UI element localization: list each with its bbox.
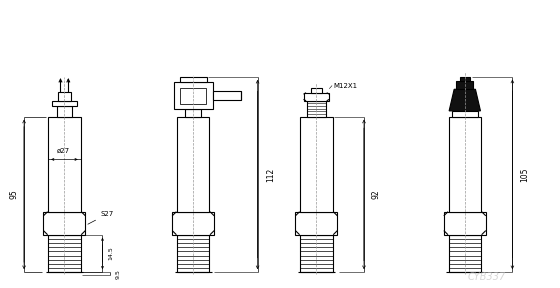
Text: 9.5: 9.5	[115, 269, 120, 278]
Bar	[296, 212, 337, 235]
Text: 92: 92	[372, 190, 381, 199]
Text: 112: 112	[266, 167, 275, 182]
Bar	[52, 101, 77, 106]
Bar	[174, 82, 213, 109]
Text: 95: 95	[10, 190, 18, 199]
Bar	[180, 88, 206, 104]
Bar	[449, 117, 481, 212]
Bar	[180, 77, 207, 82]
Bar	[44, 212, 85, 235]
Bar	[456, 81, 473, 89]
Bar	[449, 235, 481, 272]
Bar	[300, 117, 333, 212]
Text: 105: 105	[520, 167, 529, 182]
Bar	[307, 101, 326, 117]
Bar	[452, 111, 478, 117]
Bar	[57, 106, 72, 117]
Bar	[304, 93, 329, 101]
Text: S27: S27	[88, 211, 114, 224]
Text: 14.5: 14.5	[108, 247, 113, 260]
Text: ø27: ø27	[57, 148, 70, 154]
Bar	[460, 77, 470, 81]
Bar	[177, 117, 209, 212]
Bar	[185, 109, 201, 117]
Bar	[58, 92, 71, 101]
Bar	[48, 117, 81, 212]
Bar	[177, 235, 209, 272]
Bar	[172, 212, 214, 235]
Bar	[300, 235, 333, 272]
Bar	[311, 88, 322, 93]
Bar	[444, 212, 486, 235]
Text: M12X1: M12X1	[333, 83, 357, 88]
Bar	[48, 235, 81, 272]
Polygon shape	[449, 89, 480, 111]
Bar	[213, 91, 241, 100]
Text: CYB337: CYB337	[468, 272, 506, 282]
